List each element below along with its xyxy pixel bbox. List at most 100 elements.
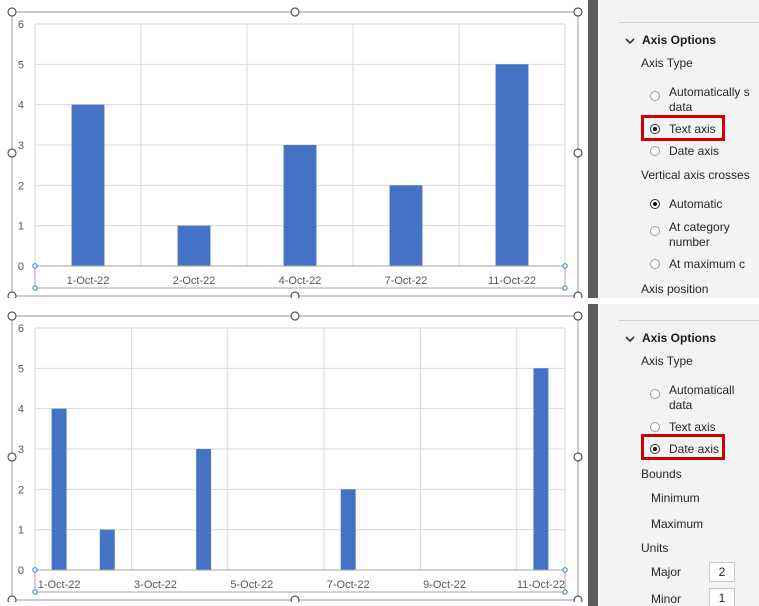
- x-tick-label: 11-Oct-22: [517, 579, 565, 591]
- x-tick-label: 7-Oct-22: [385, 275, 428, 287]
- bar: [71, 104, 105, 267]
- resize-handle: [290, 291, 300, 298]
- section-title-axis-options[interactable]: Axis Options: [642, 331, 717, 345]
- resize-handle: [7, 7, 17, 17]
- chart-date-axis[interactable]: 0 1 2 3 4 5 6 1-Oct-22 3-Oct-22 5-Oct-22 7-Oct-22 9…: [0, 304, 600, 602]
- resize-handle: [573, 148, 583, 158]
- format-axis-panel-top: Axis Options Axis Type Automatically s d…: [598, 0, 759, 298]
- axis-type-label: Axis Type: [641, 354, 693, 368]
- radio-label: At maximum c: [669, 257, 746, 271]
- radio-label: Automatic: [669, 197, 723, 211]
- axis-selection-handle: [32, 567, 38, 573]
- radio-label: Date axis: [669, 442, 720, 456]
- maximum-label: Maximum: [651, 517, 704, 531]
- y-tick-label: 2: [18, 484, 24, 496]
- chart-text-axis[interactable]: 0 1 2 3 4 5 6 1-Oct-22 2-Oct-22 4-Oct-22 7-Oct-22 1…: [0, 0, 600, 298]
- radio-circle[interactable]: [650, 259, 660, 269]
- axis-selection-handle: [32, 589, 38, 595]
- pane-divider: [588, 304, 598, 606]
- bar: [495, 64, 529, 266]
- y-tick-label: 0: [18, 565, 24, 577]
- axis-selection-box: [34, 569, 566, 593]
- axis-selection-handle: [32, 285, 38, 291]
- bounds-label: Bounds: [641, 467, 682, 481]
- units-label: Units: [641, 541, 669, 555]
- format-axis-panel-bottom: Axis Options Axis Type Automaticall data…: [598, 304, 759, 606]
- pane-divider: [588, 0, 598, 298]
- section-title-axis-options[interactable]: Axis Options: [642, 33, 717, 47]
- bar: [177, 225, 211, 266]
- y-tick-label: 1: [18, 221, 24, 233]
- resize-handle: [573, 291, 583, 298]
- chart-area-border: [11, 315, 579, 601]
- x-tick-label: 3-Oct-22: [134, 579, 177, 591]
- radio-label-line2: data: [669, 398, 693, 412]
- radio-label-line2: data: [669, 100, 693, 114]
- chart-date-axis-svg: 0 1 2 3 4 5 6 1-Oct-22 3-Oct-22 5-Oct-22 7-Oct-22 9…: [7, 311, 583, 602]
- radio-circle[interactable]: [650, 226, 660, 236]
- y-tick-label: 2: [18, 180, 24, 192]
- resize-handle: [573, 452, 583, 462]
- panel-separator: [619, 22, 759, 23]
- resize-handle: [290, 311, 300, 321]
- chart-text-axis-svg: 0 1 2 3 4 5 6 1-Oct-22 2-Oct-22 4-Oct-22 7-Oct-22 1…: [7, 7, 583, 298]
- axis-type-label: Axis Type: [641, 56, 693, 70]
- x-tick-label: 2-Oct-22: [173, 275, 216, 287]
- resize-handle: [7, 595, 17, 602]
- y-tick-label: 3: [18, 140, 24, 152]
- axis-selection-box: [34, 265, 566, 289]
- radio-label: Automatically s: [669, 85, 750, 99]
- bar: [99, 529, 115, 570]
- resize-handle: [7, 148, 17, 158]
- axis-selection-handle: [32, 263, 38, 269]
- chevron-down-icon[interactable]: [624, 333, 636, 345]
- axis-position-label: Axis position: [641, 282, 709, 296]
- y-tick-label: 5: [18, 59, 24, 71]
- resize-handle: [290, 595, 300, 602]
- bar: [196, 449, 212, 570]
- y-tick-label: 3: [18, 444, 24, 456]
- vertical-axis-crosses-label: Vertical axis crosses: [641, 168, 750, 182]
- radio-circle-selected[interactable]: [650, 124, 660, 134]
- minor-label: Minor: [651, 592, 682, 606]
- y-tick-label: 0: [18, 261, 24, 273]
- radio-circle[interactable]: [650, 389, 660, 399]
- y-tick-label: 6: [18, 323, 24, 335]
- radio-label: Date axis: [669, 144, 720, 158]
- radio-label-line2: number: [669, 235, 710, 249]
- radio-circle[interactable]: [650, 146, 660, 156]
- chevron-down-icon[interactable]: [624, 35, 636, 47]
- x-tick-label: 4-Oct-22: [279, 275, 322, 287]
- panel-separator: [619, 320, 759, 321]
- highlight-box: [641, 434, 725, 460]
- radio-label: Text axis: [669, 420, 716, 434]
- axis-selection-handle: [562, 263, 568, 269]
- radio-circle[interactable]: [650, 422, 660, 432]
- minor-unit-input[interactable]: 1: [709, 588, 735, 606]
- resize-handle: [7, 452, 17, 462]
- bar: [389, 185, 423, 266]
- x-tick-label: 7-Oct-22: [327, 579, 370, 591]
- axis-selection-handle: [562, 285, 568, 291]
- radio-circle[interactable]: [650, 91, 660, 101]
- x-tick-label: 1-Oct-22: [38, 579, 81, 591]
- axis-selection-handle: [562, 589, 568, 595]
- axis-selection-handle: [562, 567, 568, 573]
- radio-circle-selected[interactable]: [650, 199, 660, 209]
- bar: [533, 368, 549, 570]
- resize-handle: [7, 291, 17, 298]
- y-tick-label: 5: [18, 363, 24, 375]
- y-tick-label: 6: [18, 19, 24, 31]
- resize-handle: [573, 311, 583, 321]
- radio-circle-selected[interactable]: [650, 444, 660, 454]
- major-label: Major: [651, 565, 682, 579]
- highlight-box: [641, 115, 725, 141]
- bar: [51, 408, 67, 570]
- x-tick-label: 11-Oct-22: [488, 275, 536, 287]
- x-tick-label: 5-Oct-22: [230, 579, 273, 591]
- y-tick-label: 4: [18, 404, 24, 416]
- bar: [283, 145, 317, 266]
- y-tick-label: 4: [18, 100, 24, 112]
- major-unit-input[interactable]: 2: [709, 562, 735, 582]
- resize-handle: [573, 7, 583, 17]
